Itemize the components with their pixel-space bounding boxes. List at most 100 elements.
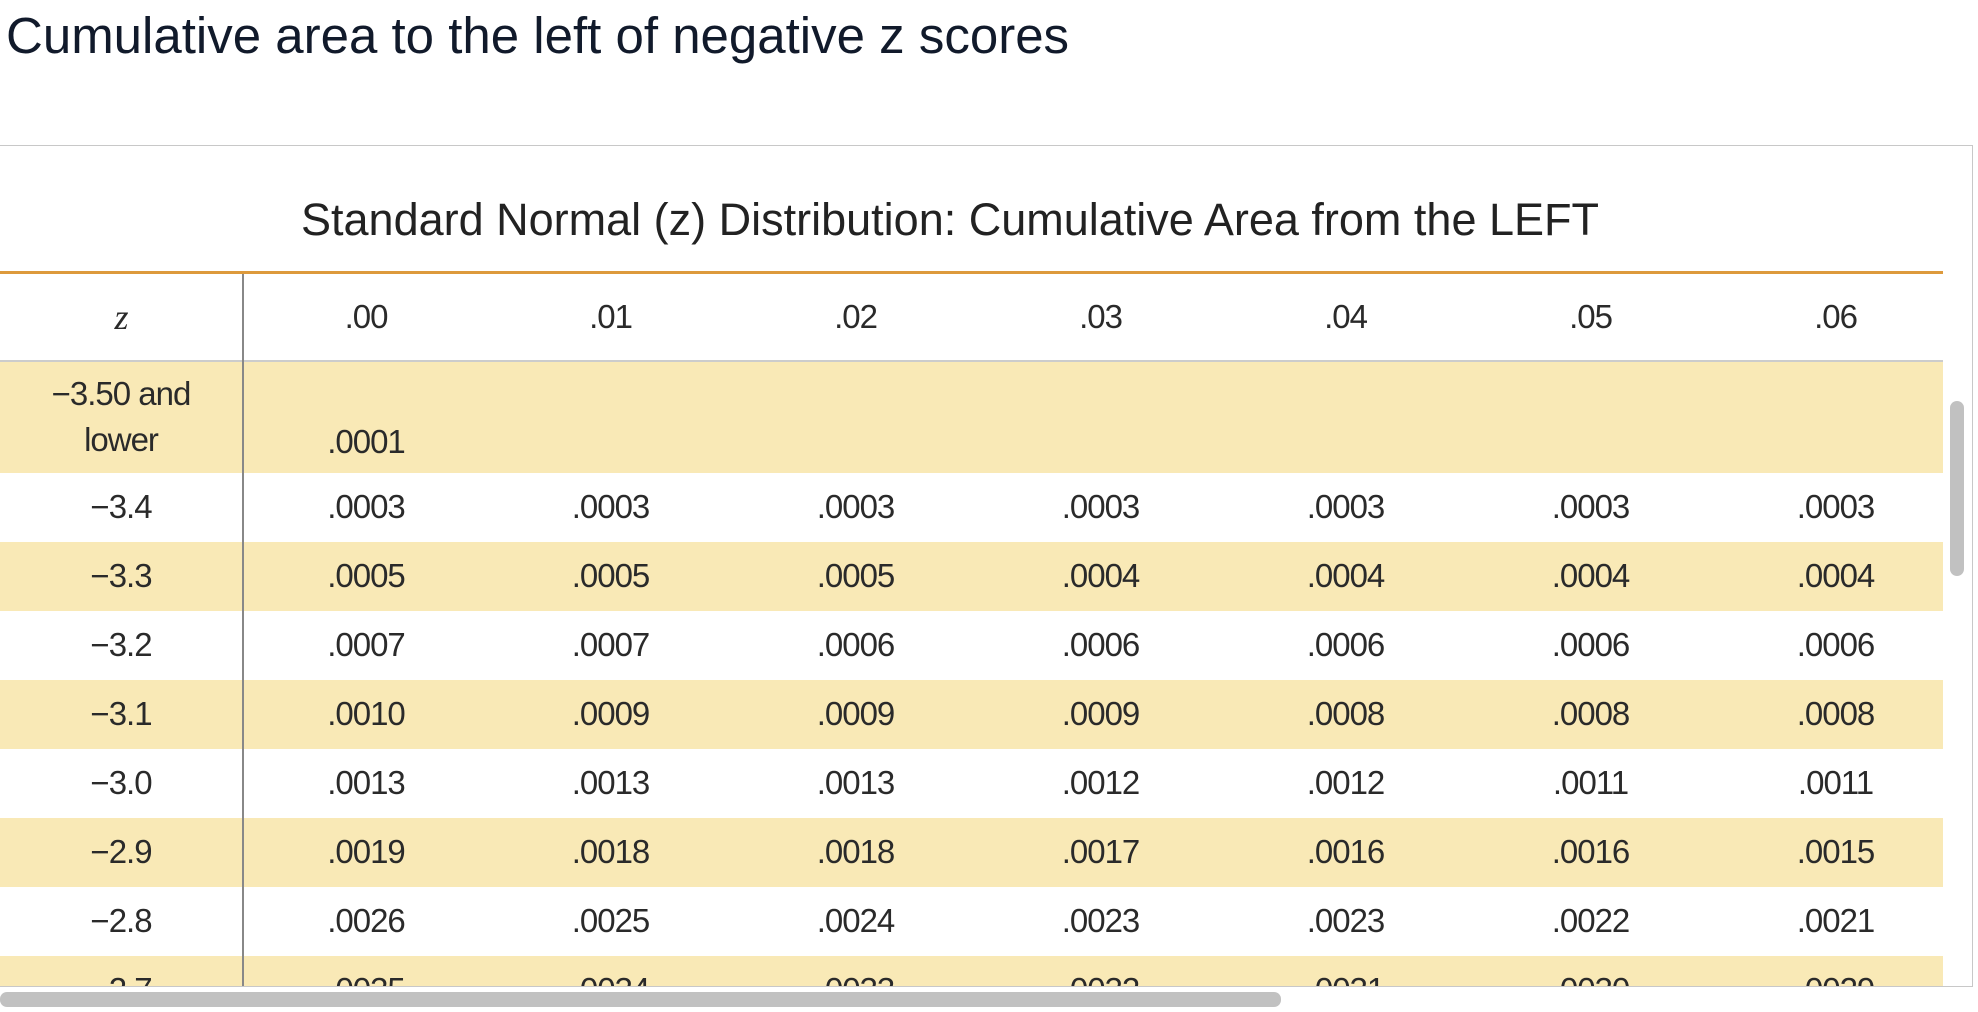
- column-header: .04: [1324, 297, 1368, 335]
- value-cell: .0006: [1551, 626, 1631, 663]
- value-cell: .0005: [816, 557, 896, 594]
- table-row: −3.3 .0005 .0005 .0005 .0004 .0004 .0004 .0004: [0, 541, 1943, 611]
- value-cell: .0003: [1796, 488, 1876, 525]
- value-cell: .0019: [327, 833, 406, 870]
- value-cell: .0033: [733, 956, 978, 986]
- empty-cell: [733, 361, 978, 473]
- column-header: z: [0, 272, 244, 361]
- page-title: Cumulative area to the left of negative …: [6, 7, 1070, 64]
- value-cell: .0003: [1061, 488, 1141, 525]
- table-viewport: Standard Normal (z) Distribution: Cumula…: [0, 146, 1943, 986]
- value-cell: .0018: [816, 833, 896, 870]
- value-cell: .0017: [1061, 833, 1141, 870]
- value-cell: .0029: [1713, 956, 1943, 986]
- value-cell: .0011: [1797, 764, 1874, 801]
- horizontal-scrollbar[interactable]: [0, 992, 1281, 1007]
- z-cell: −3.4: [0, 472, 244, 542]
- value-cell: .0023: [1061, 902, 1141, 939]
- table-row: −3.0 .0013 .0013 .0013 .0012 .0012 .0011 .0011: [0, 748, 1943, 818]
- value-cell: .0013: [571, 764, 651, 801]
- value-cell: .0013: [816, 764, 896, 801]
- vertical-scrollbar[interactable]: [1950, 401, 1964, 576]
- value-cell: .0006: [816, 626, 896, 663]
- value-cell: .0016: [1551, 833, 1631, 870]
- value-cell: .0030: [1468, 956, 1713, 986]
- value-cell: .0018: [571, 833, 651, 870]
- value-cell: .0004: [1796, 557, 1876, 594]
- table-row: −2.8 .0026 .0025 .0024 .0023 .0023 .0022 .0021: [0, 886, 1943, 956]
- column-header: .05: [1569, 297, 1613, 335]
- table-row: −3.4 .0003 .0003 .0003 .0003 .0003 .0003 .0003: [0, 472, 1943, 542]
- value-cell: .0035: [243, 956, 488, 986]
- value-cell: .0001: [327, 422, 406, 460]
- table-row: −2.7.0035.0034.0033.0032.0031.0030.0029: [0, 955, 1943, 986]
- value-cell: .0007: [327, 626, 406, 663]
- value-cell: .0022: [1551, 902, 1631, 939]
- empty-cell: [1223, 361, 1468, 473]
- value-cell: .0003: [816, 488, 896, 525]
- value-cell: .0034: [488, 956, 733, 986]
- table-head: z .00 .01 .02 .03 .04 .05 .06: [0, 272, 1943, 361]
- value-cell: .0023: [1306, 902, 1386, 939]
- table-row: −3.50 and lower .0001: [0, 360, 1943, 473]
- value-cell: .0003: [1306, 488, 1386, 525]
- table-frame: Standard Normal (z) Distribution: Cumula…: [0, 145, 1973, 987]
- z-cell: −3.2: [0, 610, 244, 680]
- empty-cell: [1713, 361, 1943, 473]
- value-cell: .0013: [327, 764, 406, 801]
- z-cell: −2.8: [0, 886, 244, 956]
- z-cell: −3.50 and lower: [0, 360, 244, 473]
- value-cell: .0005: [571, 557, 651, 594]
- value-cell: .0016: [1306, 833, 1386, 870]
- value-cell: .0004: [1061, 557, 1141, 594]
- value-cell: .0024: [816, 902, 896, 939]
- column-header: .01: [589, 297, 633, 335]
- z-cell: −3.1: [0, 679, 244, 749]
- value-cell: .0006: [1061, 626, 1141, 663]
- value-cell: .0005: [327, 557, 406, 594]
- value-cell: .0003: [571, 488, 651, 525]
- value-cell: .0009: [816, 695, 896, 732]
- value-cell: .0008: [1551, 695, 1631, 732]
- value-cell: .0009: [571, 695, 651, 732]
- value-cell: .0026: [327, 902, 406, 939]
- z-table: z .00 .01 .02 .03 .04 .05 .06 −3.50 and lower .0…: [0, 271, 1943, 986]
- value-cell: .0008: [1796, 695, 1876, 732]
- value-cell: .0006: [1796, 626, 1876, 663]
- table-row: −3.1 .0010 .0009 .0009 .0009 .0008 .0008 .0008: [0, 679, 1943, 749]
- table-body: −3.50 and lower .0001 −3.4 .0003 .0003 .0003.…: [0, 360, 1943, 986]
- value-cell: .0004: [1306, 557, 1386, 594]
- z-cell: −3.3: [0, 541, 244, 611]
- value-cell: .0003: [1551, 488, 1631, 525]
- value-cell: .0010: [327, 695, 406, 732]
- value-cell: .0003: [327, 488, 406, 525]
- table-row: −2.9 .0019 .0018 .0018 .0017 .0016 .0016 .0015: [0, 817, 1943, 887]
- value-cell: .0004: [1551, 557, 1631, 594]
- value-cell: .0012: [1306, 764, 1386, 801]
- column-header: .03: [1079, 297, 1123, 335]
- column-header: .00: [344, 297, 389, 335]
- value-cell: .0015: [1796, 833, 1876, 870]
- column-header: .02: [834, 297, 878, 335]
- empty-cell: [978, 361, 1223, 473]
- header-row: z .00 .01 .02 .03 .04 .05 .06: [0, 272, 1943, 361]
- value-cell: .0006: [1306, 626, 1386, 663]
- value-cell: .0021: [1796, 902, 1876, 939]
- value-cell: .0007: [571, 626, 651, 663]
- value-cell: .0009: [1061, 695, 1141, 732]
- empty-cell: [1468, 361, 1713, 473]
- value-cell: .0011: [1552, 764, 1629, 801]
- empty-cell: [488, 361, 733, 473]
- value-cell: .0032: [978, 956, 1223, 986]
- z-cell: −2.9: [0, 817, 244, 887]
- z-cell: −3.0: [0, 748, 244, 818]
- table-row: −3.2 .0007 .0007 .0006 .0006 .0006 .0006 .0006: [0, 610, 1943, 680]
- value-cell: .0012: [1061, 764, 1141, 801]
- value-cell: .0008: [1306, 695, 1386, 732]
- table-title: Standard Normal (z) Distribution: Cumula…: [301, 194, 1599, 245]
- value-cell: .0031: [1223, 956, 1468, 986]
- column-header: .06: [1814, 297, 1858, 335]
- z-cell: −2.7: [0, 955, 244, 986]
- value-cell: .0025: [571, 902, 651, 939]
